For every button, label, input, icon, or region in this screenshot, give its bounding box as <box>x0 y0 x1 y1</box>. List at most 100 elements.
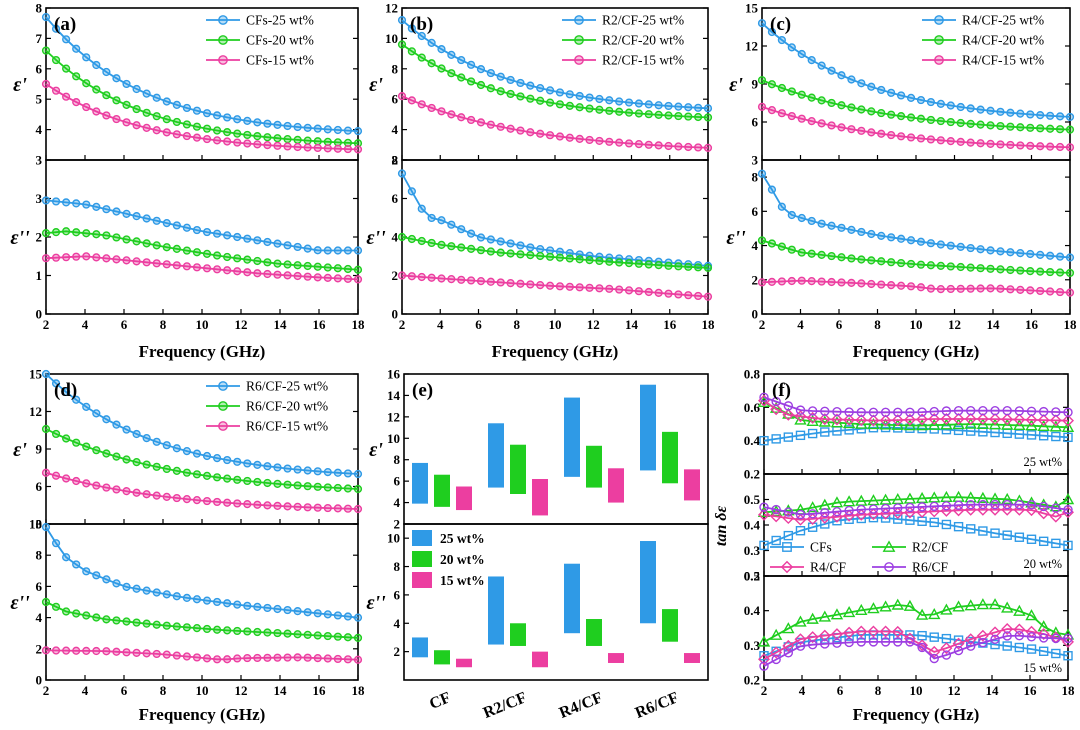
data-point <box>51 539 61 548</box>
data-point <box>72 228 81 237</box>
data-point <box>545 252 555 261</box>
data-point <box>536 245 545 254</box>
x-tick-label: 4 <box>82 683 89 698</box>
data-point <box>212 597 222 607</box>
data-point <box>1014 499 1025 510</box>
data-point <box>887 258 896 267</box>
data-point <box>142 649 151 658</box>
data-point <box>879 418 892 430</box>
data-point <box>112 96 121 105</box>
data-point <box>72 476 81 486</box>
data-point <box>273 134 282 143</box>
data-point <box>757 102 767 111</box>
data-point <box>152 216 161 225</box>
data-point <box>966 426 976 436</box>
data-point <box>1049 510 1062 523</box>
data-point <box>966 641 976 651</box>
data-point <box>223 113 232 122</box>
data-point <box>427 38 436 47</box>
data-point <box>1038 536 1049 547</box>
data-point <box>952 417 965 430</box>
data-point <box>966 405 976 416</box>
data-point <box>142 460 151 469</box>
data-point <box>879 600 892 612</box>
series-line-1 <box>401 236 709 269</box>
data-point <box>303 244 312 253</box>
data-point <box>966 500 976 510</box>
data-point <box>887 88 896 97</box>
x-tick-label: 18 <box>352 317 366 332</box>
data-point <box>333 468 342 477</box>
x-tick-label: 16 <box>1024 683 1038 698</box>
data-point <box>877 108 886 118</box>
data-point <box>407 234 416 244</box>
data-point <box>1025 609 1038 621</box>
data-point <box>820 519 830 529</box>
data-point <box>447 220 456 229</box>
legend-label: R4/CF <box>810 560 847 575</box>
y-tick-label: 2 <box>392 268 399 283</box>
data-point <box>1016 141 1025 150</box>
y-axis-label-bottom: ε'' <box>10 227 30 249</box>
y-tick-label: 10 <box>387 431 400 446</box>
data-point <box>926 239 936 248</box>
data-point <box>807 249 816 258</box>
data-point <box>757 278 767 287</box>
data-point <box>112 114 121 124</box>
data-point <box>152 241 161 250</box>
x-tick-label: 12 <box>587 317 600 332</box>
data-point <box>51 228 61 237</box>
data-point <box>1026 632 1037 642</box>
data-point <box>333 504 342 513</box>
data-point <box>1055 125 1065 134</box>
data-point <box>867 508 880 521</box>
data-point <box>293 653 302 662</box>
data-point <box>844 637 854 648</box>
data-point <box>333 611 342 620</box>
data-point <box>233 499 242 508</box>
data-point <box>427 59 436 68</box>
y-tick-label: 0.3 <box>744 543 761 558</box>
data-point <box>212 111 222 120</box>
data-point <box>989 503 1002 516</box>
data-point <box>212 497 222 507</box>
data-point <box>152 462 161 471</box>
data-point <box>956 137 965 147</box>
data-point <box>1065 288 1075 297</box>
data-point <box>218 401 228 411</box>
data-point <box>313 246 322 255</box>
data-point <box>903 599 917 611</box>
data-point <box>837 223 846 232</box>
data-point <box>915 419 929 431</box>
data-point <box>976 503 989 516</box>
data-point <box>917 502 927 512</box>
data-point <box>926 97 936 107</box>
y-tick-label: 8 <box>36 548 43 563</box>
data-point <box>476 65 486 74</box>
x-tick-label: 8 <box>874 317 881 332</box>
data-point <box>343 274 353 283</box>
y-tick-label: 2 <box>394 644 401 659</box>
data-point <box>112 255 121 264</box>
x-tick-label: 2 <box>759 317 766 332</box>
y-axis-label-bottom: ε'' <box>726 227 746 249</box>
category-label: R4/CF <box>557 689 606 722</box>
data-point <box>303 466 312 475</box>
data-point <box>976 105 985 114</box>
data-point <box>313 631 322 640</box>
data-point <box>112 233 121 242</box>
series-line-0 <box>45 16 359 132</box>
data-point <box>172 592 181 601</box>
data-point <box>783 432 794 442</box>
x-tick-label: 4 <box>82 317 89 332</box>
data-point <box>506 279 515 288</box>
data-point <box>843 413 856 426</box>
data-point <box>486 120 495 129</box>
data-point <box>353 469 363 479</box>
y-tick-label: 3 <box>752 153 759 168</box>
data-point <box>323 654 332 663</box>
panel-label: (b) <box>410 14 433 35</box>
data-point <box>986 246 995 255</box>
data-point <box>787 210 796 220</box>
